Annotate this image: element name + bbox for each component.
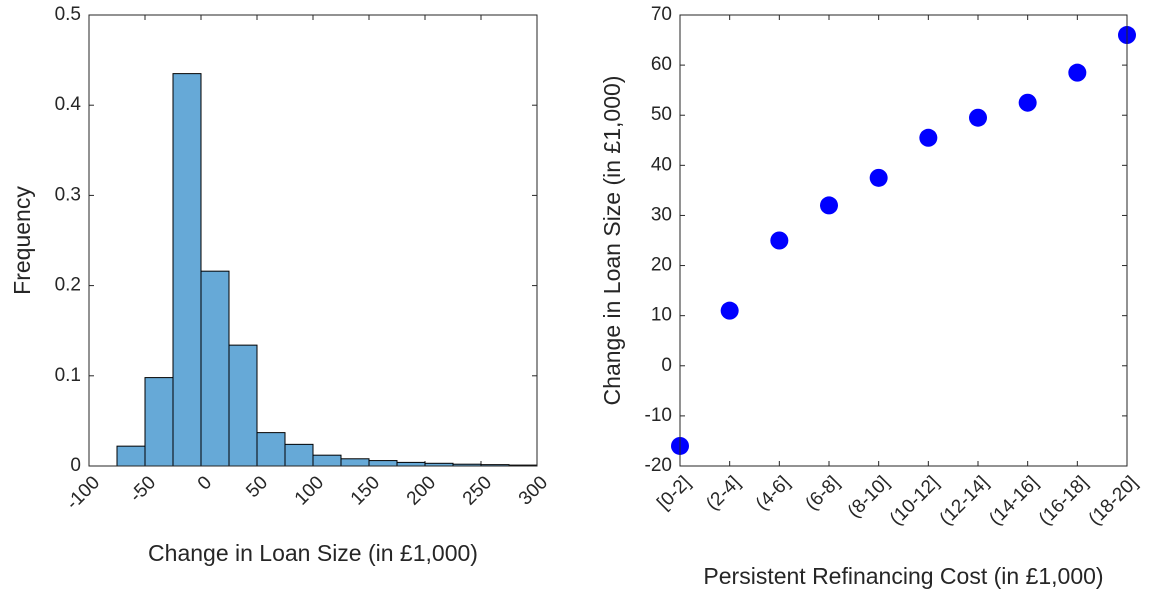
bar — [172, 73, 202, 467]
bar — [228, 344, 258, 467]
point — [969, 108, 987, 127]
bar — [340, 458, 370, 467]
bar — [144, 377, 174, 467]
bar — [368, 460, 398, 467]
bar — [116, 445, 146, 467]
x-tick-label: (14-16] — [985, 472, 1042, 529]
bar — [256, 432, 286, 467]
axes-box — [679, 14, 1128, 467]
point — [919, 128, 938, 147]
y-tick-label: 0 — [661, 355, 672, 376]
bar — [284, 443, 314, 467]
x-tick-label: (12-14] — [936, 472, 993, 529]
point — [770, 231, 789, 250]
x-axis-label: Persistent Refinancing Cost (in £1,000) — [703, 563, 1103, 589]
x-tick-label: 150 — [347, 472, 384, 509]
y-tick-label: 0.1 — [55, 365, 81, 386]
y-tick-label: 10 — [651, 305, 672, 326]
y-tick-label: 0 — [70, 455, 81, 476]
x-tick-label: (18-20] — [1085, 472, 1142, 529]
y-tick-label: 60 — [651, 54, 672, 75]
x-tick-label: 250 — [459, 472, 496, 509]
y-tick-label: 0.2 — [55, 275, 81, 296]
y-tick-label: 50 — [651, 104, 672, 125]
x-tick-label: (6-8] — [802, 472, 844, 514]
x-tick-label: 50 — [242, 472, 272, 502]
y-tick-label: 40 — [651, 154, 672, 175]
point — [1068, 63, 1087, 82]
x-tick-label: 300 — [515, 472, 552, 509]
x-tick-label: 0 — [194, 472, 216, 494]
x-tick-label: [0-2] — [653, 472, 695, 514]
bar — [396, 461, 426, 467]
y-tick-label: -10 — [645, 405, 672, 426]
y-axis-label: Change in Loan Size (in £1,000) — [599, 76, 625, 406]
x-axis-label: Change in Loan Size (in £1,000) — [148, 540, 478, 566]
point — [1018, 93, 1037, 112]
y-axis-label: Frequency — [9, 186, 35, 295]
bar — [200, 270, 230, 467]
bar — [312, 454, 342, 467]
point — [720, 301, 739, 320]
y-tick-label: 0.3 — [55, 184, 81, 205]
x-tick-label: 100 — [291, 472, 328, 509]
x-tick-label: -50 — [126, 472, 160, 506]
point — [820, 196, 838, 215]
x-tick-label: (10-12] — [886, 472, 943, 529]
y-tick-label: 0.5 — [55, 4, 81, 25]
y-tick-label: 30 — [651, 204, 672, 225]
y-tick-label: 70 — [651, 4, 672, 25]
axes-box — [88, 14, 538, 467]
x-tick-label: 200 — [403, 472, 440, 509]
x-tick-label: (4-6] — [752, 472, 794, 514]
plot-area — [680, 15, 1127, 466]
x-tick-label: (2-4] — [702, 472, 744, 514]
point — [869, 168, 888, 187]
x-tick-label: -100 — [62, 472, 104, 514]
y-tick-label: -20 — [645, 455, 672, 476]
y-tick-label: 0.4 — [55, 94, 82, 115]
y-tick-label: 20 — [651, 255, 672, 276]
x-tick-label: (16-18] — [1035, 472, 1092, 529]
